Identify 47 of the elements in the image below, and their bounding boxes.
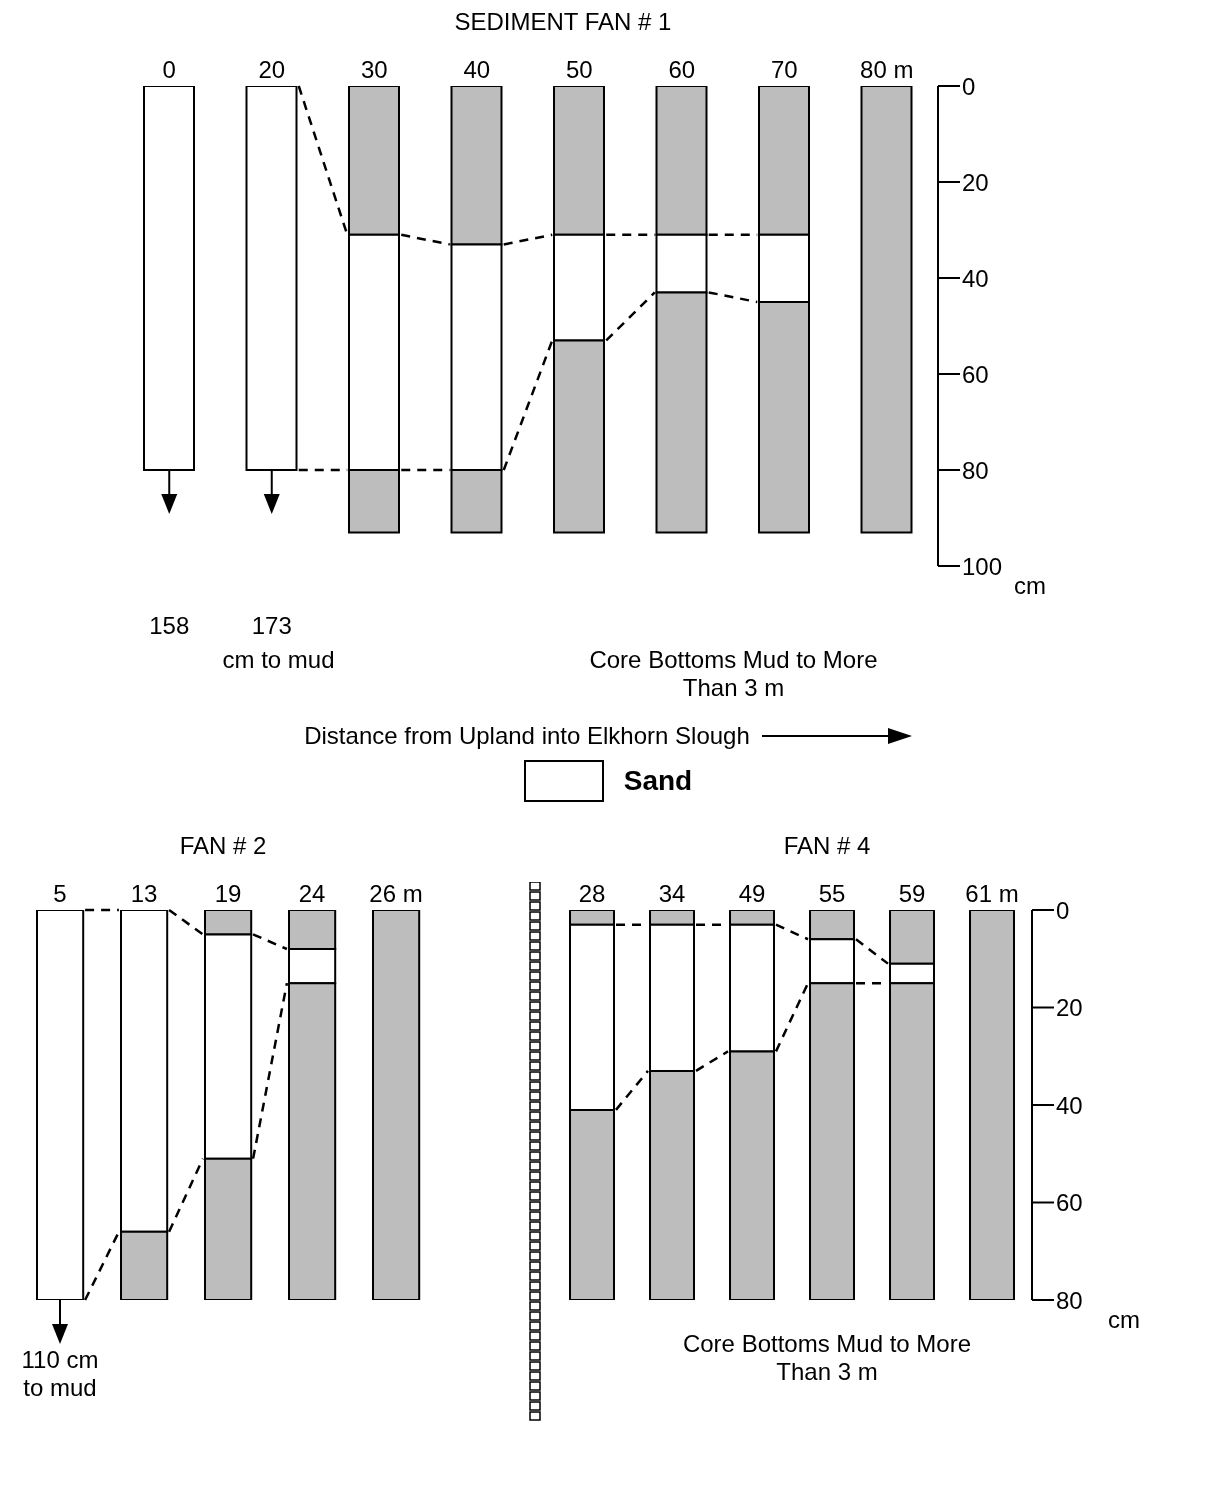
x-axis-title: Distance from Upland into Elkhorn Slough — [304, 722, 750, 750]
x-tick-label: 40 — [463, 56, 491, 83]
x-tick-label: 80 m — [860, 56, 914, 83]
x-tick-label: 30 — [360, 56, 388, 83]
text: cm to mud — [222, 646, 335, 675]
x-tick-label: 61 m — [965, 880, 1019, 907]
x-tick-label: 55 — [818, 880, 846, 907]
y-tick-label: 80 — [1056, 1286, 1083, 1314]
y-tick-label: 60 — [1056, 1189, 1083, 1217]
x-tick-label: 60 — [668, 56, 696, 83]
x-tick-label: 34 — [658, 880, 686, 907]
chart-title: FAN # 2 — [178, 832, 268, 860]
x-tick-label: 28 — [578, 880, 606, 907]
text: 110 cm to mud — [20, 1346, 100, 1402]
x-tick-label: 13 — [130, 880, 158, 907]
x-tick-label: 19 — [214, 880, 242, 907]
bar — [245, 86, 298, 471]
y-tick-label: 80 — [962, 456, 989, 484]
chart-title: FAN # 4 — [782, 832, 872, 860]
y-tick-label: 40 — [962, 264, 989, 292]
bar — [860, 86, 913, 534]
bar — [969, 910, 1015, 1300]
x-tick-label: 59 — [898, 880, 926, 907]
x-tick-label: 26 m — [369, 880, 423, 907]
text: 158 — [148, 612, 191, 640]
x-tick-label: 49 — [738, 880, 766, 907]
text: Core Bottoms Mud to More Than 3 m — [588, 646, 879, 702]
bar — [143, 86, 195, 471]
text: Core Bottoms Mud to More Than 3 m — [681, 1330, 973, 1386]
bar — [372, 910, 421, 1300]
chart-title: SEDIMENT FAN # 1 — [453, 8, 673, 36]
y-tick-label: 20 — [962, 168, 989, 196]
x-tick-label: 20 — [258, 56, 286, 83]
x-tick-label: 24 — [298, 880, 326, 907]
bar — [36, 910, 85, 1300]
text: 173 — [250, 612, 293, 640]
x-tick-label: 50 — [565, 56, 593, 83]
y-tick-label: 40 — [1056, 1091, 1083, 1119]
x-tick-label: 5 — [53, 880, 67, 907]
y-axis-title: cm — [1014, 572, 1046, 599]
y-tick-label: 20 — [1056, 994, 1083, 1022]
y-axis-title: cm — [1108, 1306, 1140, 1333]
y-tick-label: 100 — [962, 552, 1003, 580]
legend-label: Sand — [623, 765, 693, 797]
y-tick-label: 60 — [962, 360, 989, 388]
x-tick-label: 70 — [770, 56, 798, 83]
x-tick-label: 0 — [162, 56, 176, 83]
